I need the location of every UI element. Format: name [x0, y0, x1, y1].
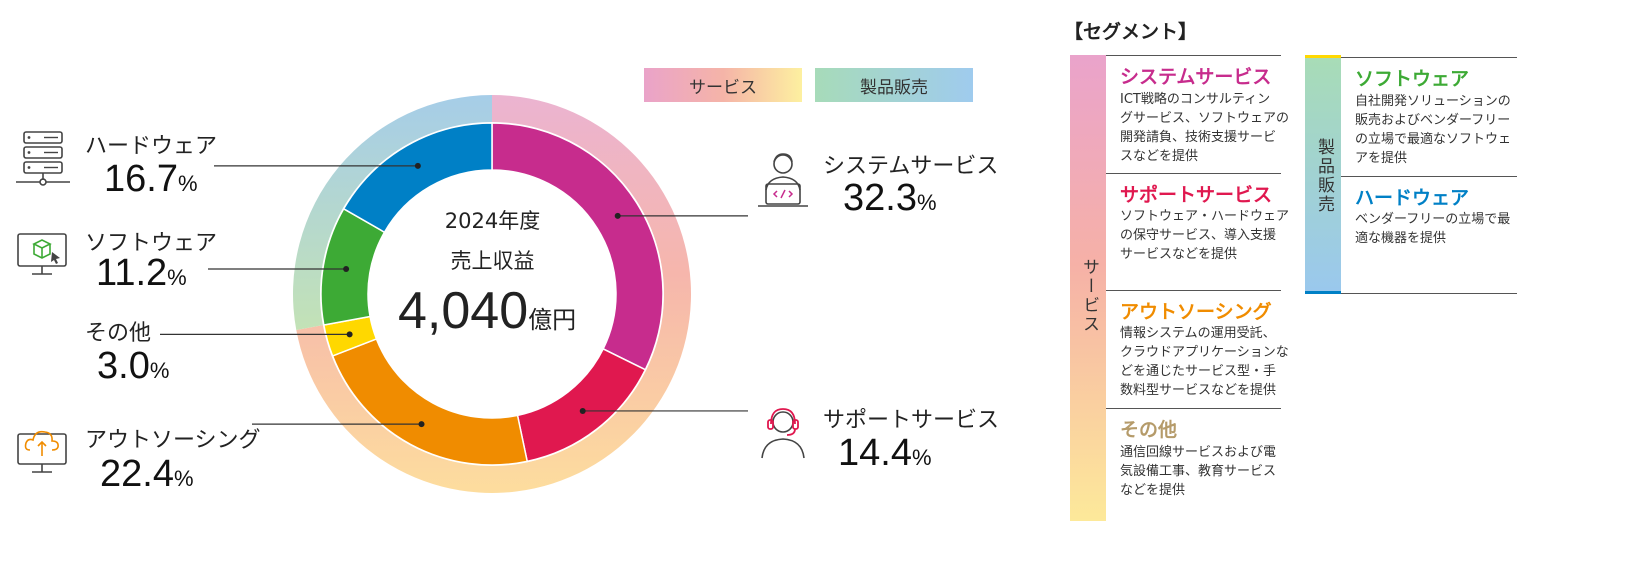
service-divider — [1106, 173, 1281, 174]
label-support-value-wrap: 14.4% — [838, 432, 932, 475]
segment-desc-hardware: ベンダーフリーの立場で最 適な機器を提供 — [1355, 210, 1510, 248]
center-amount: 4,040 — [398, 282, 529, 340]
label-outsourcing-value-wrap: 22.4% — [100, 453, 194, 496]
desc-line: 通信回線サービスおよび電 — [1120, 445, 1277, 460]
desc-line: ソフトウェア・ハードウェア — [1120, 209, 1290, 224]
center-label: 売上収益 — [450, 249, 535, 273]
segment-title-support: サポートサービス — [1120, 184, 1273, 206]
segment-title-system: システムサービス — [1120, 66, 1272, 88]
label-hardware-value-wrap: 16.7% — [104, 158, 198, 201]
desc-line: などを提供 — [1120, 483, 1186, 498]
leader-dot-support — [579, 407, 586, 414]
segment-title-software: ソフトウェア — [1355, 68, 1470, 90]
label-system-value-wrap: 32.3% — [843, 177, 937, 220]
label-support-value: 14.4 — [838, 432, 912, 474]
service-divider — [1106, 290, 1281, 291]
desc-line: の立場で最適なソフトウェ — [1355, 132, 1512, 147]
segment-title-outsourcing: アウトソーシング — [1120, 301, 1272, 323]
legend-product: 製品販売 — [815, 68, 973, 102]
product-divider — [1341, 293, 1517, 294]
server-rack-icon — [16, 131, 70, 186]
service-side-label: サービス — [1079, 258, 1099, 334]
label-software-unit: % — [167, 265, 187, 290]
label-support-name: サポートサービス — [823, 408, 1000, 433]
product-divider — [1341, 176, 1517, 177]
label-outsourcing-name: アウトソーシング — [85, 428, 261, 453]
service-divider — [1106, 408, 1281, 409]
desc-line: 数料型サービスなどを提供 — [1120, 383, 1277, 398]
segment-desc-system: ICT戦略のコンサルティン グサービス、ソフトウェアの 開発請負、技術支援サービ… — [1120, 90, 1289, 166]
label-other-value-wrap: 3.0% — [97, 345, 169, 388]
legend-product-label: 製品販売 — [860, 77, 928, 98]
leader-dot-software — [343, 266, 350, 273]
desc-line: 適な機器を提供 — [1355, 231, 1447, 246]
label-outsourcing-unit: % — [173, 466, 194, 491]
desc-line: クラウドアプリケーションな — [1120, 345, 1289, 360]
segment-desc-software: 自社開発ソリューションの 販売およびベンダーフリー の立場で最適なソフトウェ ア… — [1355, 92, 1511, 168]
desc-line: の保守サービス、導入支援 — [1120, 228, 1277, 243]
desc-line: アを提供 — [1355, 151, 1408, 166]
service-divider — [1106, 55, 1281, 56]
service-side-bar — [1070, 55, 1106, 521]
label-system-unit: % — [916, 190, 937, 215]
leader-dot-system — [614, 212, 621, 219]
label-support-unit: % — [911, 445, 932, 470]
desc-line: 気設備工事、教育サービス — [1120, 464, 1277, 479]
label-software-value: 11.2 — [96, 252, 168, 294]
label-other-value: 3.0 — [97, 345, 150, 387]
label-hardware-value: 16.7 — [104, 158, 178, 200]
label-hardware-name: ハードウェア — [85, 134, 218, 159]
product-side-label: 製品販売 — [1314, 138, 1334, 214]
desc-line: スなどを提供 — [1120, 149, 1199, 164]
center-amount-wrap: 4,040億円 — [398, 281, 598, 341]
desc-line: 情報システムの運用受託、 — [1120, 326, 1276, 341]
desc-line: どを通じたサービス型・手 — [1120, 364, 1277, 379]
segment-desc-outsourcing: 情報システムの運用受託、 クラウドアプリケーションな どを通じたサービス型・手 … — [1120, 324, 1289, 400]
desc-line: ICT戦略のコンサルティン — [1120, 92, 1271, 107]
desc-line: サービスなどを提供 — [1120, 247, 1238, 262]
developer-laptop-icon — [758, 153, 808, 207]
center-unit: 億円 — [528, 306, 577, 334]
desc-line: ベンダーフリーの立場で最 — [1355, 212, 1511, 227]
leader-lines — [160, 162, 748, 428]
product-side-bar-bottom — [1305, 291, 1341, 294]
product-side-bar — [1305, 55, 1341, 294]
headset-operator-icon — [761, 408, 805, 459]
segment-desc-other: 通信回線サービスおよび電 気設備工事、教育サービス などを提供 — [1120, 443, 1276, 500]
slice-outsourcing — [331, 337, 529, 466]
cloud-upload-monitor-icon — [17, 430, 67, 473]
label-system-value: 32.3 — [843, 177, 917, 219]
label-hardware-unit: % — [177, 171, 198, 196]
desc-line: 販売およびベンダーフリー — [1355, 113, 1511, 128]
inner-segment-ring — [320, 122, 664, 466]
outer-group-ring — [293, 95, 692, 493]
monitor-package-icon — [17, 233, 67, 275]
leader-dot-outsourcing — [418, 421, 425, 428]
legend-service-label: サービス — [689, 77, 757, 98]
product-side-bar-top — [1305, 55, 1341, 58]
leader-dot-other — [346, 331, 353, 338]
outer-arc-product — [293, 95, 492, 331]
label-other-name: その他 — [85, 321, 152, 346]
legend-service: サービス — [644, 68, 802, 102]
desc-line: グサービス、ソフトウェアの — [1120, 111, 1290, 126]
label-software-name: ソフトウェア — [85, 231, 218, 256]
desc-line: 開発請負、技術支援サービ — [1120, 130, 1277, 145]
segment-title-other: その他 — [1120, 419, 1178, 441]
leader-dot-hardware — [414, 162, 421, 169]
desc-line: 自社開発ソリューションの — [1355, 94, 1511, 109]
label-outsourcing-value: 22.4 — [100, 453, 174, 495]
center-year: 2024年度 — [444, 209, 541, 233]
label-system-name: システムサービス — [823, 154, 999, 179]
product-divider — [1341, 57, 1517, 58]
segment-title-hardware: ハードウェア — [1355, 187, 1470, 209]
label-other-unit: % — [149, 358, 170, 383]
segment-heading: 【セグメント】 — [1064, 21, 1198, 43]
segment-desc-support: ソフトウェア・ハードウェア の保守サービス、導入支援 サービスなどを提供 — [1120, 207, 1289, 264]
label-software-value-wrap: 11.2% — [96, 252, 187, 295]
